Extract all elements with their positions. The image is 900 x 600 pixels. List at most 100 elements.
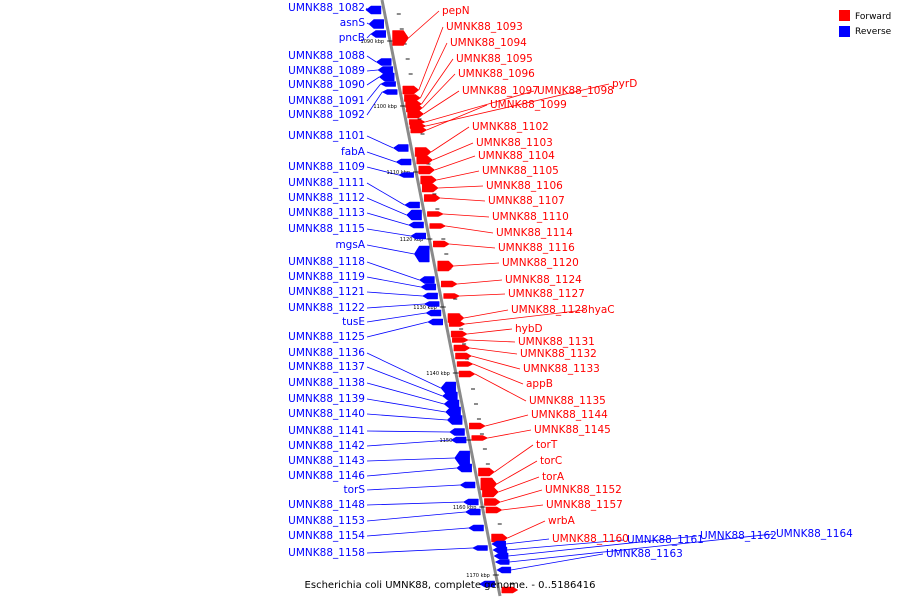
forward-gene-arrow	[437, 260, 455, 272]
forward-gene-arrow	[456, 361, 474, 367]
reverse-gene-arrow	[410, 232, 426, 240]
reverse-gene-arrow	[450, 436, 467, 444]
connector-line	[366, 457, 455, 462]
reverse-gene-arrow	[479, 580, 495, 588]
gene-label-umnk88-1153: UMNK88_1153	[288, 515, 365, 527]
reverse-gene-arrow	[406, 209, 422, 221]
connector-line	[505, 538, 550, 545]
gene-label-umnk88-1144: UMNK88_1144	[531, 409, 608, 421]
connector-line	[366, 398, 446, 413]
gene-label-umnk88-1163: UMNK88_1163	[606, 548, 683, 560]
gene-label-umnk88-1141: UMNK88_1141	[288, 425, 365, 437]
reverse-gene-arrow	[492, 546, 508, 554]
forward-gene-arrow	[501, 586, 519, 594]
connector-line	[443, 213, 490, 218]
connector-line	[434, 155, 476, 171]
connector-line	[366, 511, 466, 522]
gene-label-umnk88-1105: UMNK88_1105	[482, 165, 559, 177]
gene-label-umnk88-1142: UMNK88_1142	[288, 440, 365, 452]
gene-label-torc: torC	[540, 455, 562, 467]
connector-line	[449, 243, 496, 249]
gene-label-umnk88-1136: UMNK88_1136	[288, 347, 365, 359]
gene-label-umnk88-1125: UMNK88_1125	[288, 331, 365, 343]
forward-gene-arrow	[440, 280, 458, 288]
gene-label-mgsa: mgsA	[335, 239, 365, 251]
forward-gene-arrow	[421, 183, 439, 193]
forward-gene-arrow	[392, 30, 409, 46]
gene-label-hybd: hybD	[515, 323, 543, 335]
connector-line	[366, 276, 421, 288]
forward-gene-arrow	[455, 352, 472, 360]
connector-line	[463, 309, 509, 319]
connector-line	[366, 352, 441, 389]
connector-line	[472, 363, 524, 385]
connector-line	[496, 460, 538, 485]
connector-line	[366, 151, 397, 163]
forward-gene-arrow	[429, 223, 447, 229]
connector-line	[467, 328, 513, 335]
connector-line	[487, 429, 532, 439]
gene-label-umnk88-1124: UMNK88_1124	[505, 274, 582, 286]
reverse-gene-arrow	[377, 66, 394, 74]
reverse-gene-arrow	[468, 524, 484, 532]
gene-label-umnk88-1104: UMNK88_1104	[478, 150, 555, 162]
gene-label-pepn: pepN	[442, 5, 470, 17]
forward-gene-arrow	[410, 126, 428, 134]
gene-label-umnk88-1137: UMNK88_1137	[288, 361, 365, 373]
gene-label-umnk88-1094: UMNK88_1094	[450, 37, 527, 49]
connector-line	[366, 467, 457, 477]
gene-label-tora: torA	[542, 471, 565, 483]
connector-line	[366, 261, 420, 281]
connector-line	[366, 166, 399, 176]
connector-line	[366, 22, 369, 25]
gene-label-umnk88-1160: UMNK88_1160	[552, 533, 629, 545]
gene-label-umnk88-1135: UMNK88_1135	[529, 395, 606, 407]
connector-line	[425, 90, 535, 123]
connector-line	[366, 303, 425, 309]
scale-tick-label: 1120 kbp	[400, 237, 424, 243]
gene-label-umnk88-1161: UMNK88_1161	[627, 534, 704, 546]
connector-line	[408, 10, 440, 39]
connector-line	[366, 76, 380, 86]
connector-line	[430, 126, 470, 153]
forward-gene-arrow	[427, 211, 444, 217]
gene-label-umnk88-1127: UMNK88_1127	[508, 288, 585, 300]
connector-line	[453, 262, 500, 267]
gene-label-umnk88-1093: UMNK88_1093	[446, 21, 523, 33]
connector-line	[366, 91, 383, 116]
forward-gene-arrow	[418, 165, 436, 175]
gene-label-umnk88-1131: UMNK88_1131	[518, 336, 595, 348]
reverse-gene-arrow	[494, 559, 510, 565]
reverse-gene-arrow	[454, 450, 470, 466]
gene-label-pyrd: pyrD	[612, 78, 637, 90]
connector-line	[366, 55, 377, 63]
gene-label-umnk88-1107: UMNK88_1107	[488, 195, 565, 207]
gene-label-umnk88-1138: UMNK88_1138	[288, 377, 365, 389]
reverse-gene-arrow	[370, 30, 386, 38]
gene-label-umnk88-1088: UMNK88_1088	[288, 50, 365, 62]
reverse-gene-arrow	[375, 58, 392, 66]
connector-line	[440, 197, 486, 202]
gene-label-umnk88-1140: UMNK88_1140	[288, 408, 365, 420]
reverse-gene-arrow	[392, 144, 409, 152]
gene-label-umnk88-1158: UMNK88_1158	[288, 547, 365, 559]
reverse-gene-arrow	[427, 318, 444, 326]
connector-line	[508, 535, 698, 557]
gene-label-faba: fabA	[341, 146, 366, 158]
connector-line	[436, 170, 480, 181]
reverse-gene-arrow	[449, 428, 465, 436]
forward-gene-arrow	[402, 85, 420, 95]
reverse-gene-arrow	[425, 309, 442, 317]
gene-label-umnk88-1099: UMNK88_1099	[490, 99, 567, 111]
gene-label-asns: asnS	[340, 17, 366, 29]
connector-line	[366, 312, 427, 323]
gene-label-umnk88-1096: UMNK88_1096	[458, 68, 535, 80]
reverse-gene-arrow	[423, 301, 440, 307]
forward-gene-arrow	[420, 175, 438, 185]
connector-line	[425, 83, 610, 127]
connector-line	[459, 293, 506, 297]
gene-label-umnk88-1091: UMNK88_1091	[288, 95, 365, 107]
gene-label-umnk88-1111: UMNK88_1111	[288, 177, 365, 189]
forward-gene-arrow	[450, 330, 468, 338]
